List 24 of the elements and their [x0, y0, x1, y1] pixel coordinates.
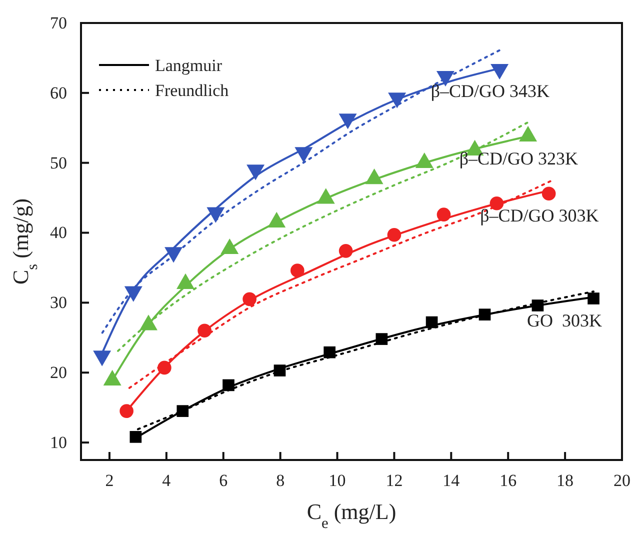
x-axis-title: C$_{e}$ (mg/L) — [306, 499, 396, 532]
x-tick-label: 12 — [386, 471, 403, 490]
x-tick-label: 6 — [219, 471, 228, 490]
y-tick-label: 40 — [50, 223, 67, 242]
x-tick-label: 8 — [276, 471, 285, 490]
x-tick-label: 20 — [614, 471, 630, 490]
x-tick-label: 4 — [162, 471, 172, 490]
legend-label: Langmuir — [155, 56, 222, 75]
y-tick-label: 70 — [50, 13, 67, 32]
y-tick-label: 60 — [50, 83, 67, 102]
x-tick-label: 14 — [442, 471, 460, 490]
series-label: GO 303K — [527, 310, 602, 330]
y-tick-label: 50 — [50, 153, 67, 172]
y-tick-label: 10 — [50, 432, 67, 452]
x-tick-label: 16 — [500, 471, 517, 490]
y-tick-label: 30 — [50, 293, 67, 312]
legend-label: Freundlich — [155, 81, 230, 100]
y-tick-label: 20 — [50, 363, 67, 382]
x-tick-label: 18 — [556, 471, 574, 490]
series-label: β–CD/GO 303K — [480, 206, 599, 226]
x-tick-label: 2 — [105, 471, 114, 490]
series-label: β–CD/GO 343K — [430, 81, 550, 102]
x-tick-label: 10 — [328, 471, 346, 490]
series-label: β–CD/GO 323K — [459, 148, 578, 168]
